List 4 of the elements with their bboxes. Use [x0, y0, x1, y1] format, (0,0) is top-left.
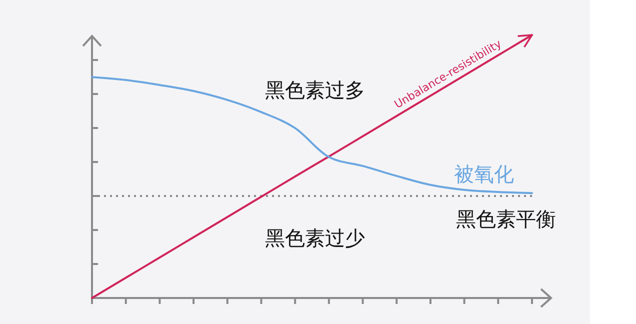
ref-line-label: 黑色素平衡: [456, 206, 556, 231]
annotation: 黑色素过少: [265, 226, 365, 250]
series-label: 被氧化: [454, 162, 514, 186]
annotation: 黑色素过多: [265, 78, 365, 102]
